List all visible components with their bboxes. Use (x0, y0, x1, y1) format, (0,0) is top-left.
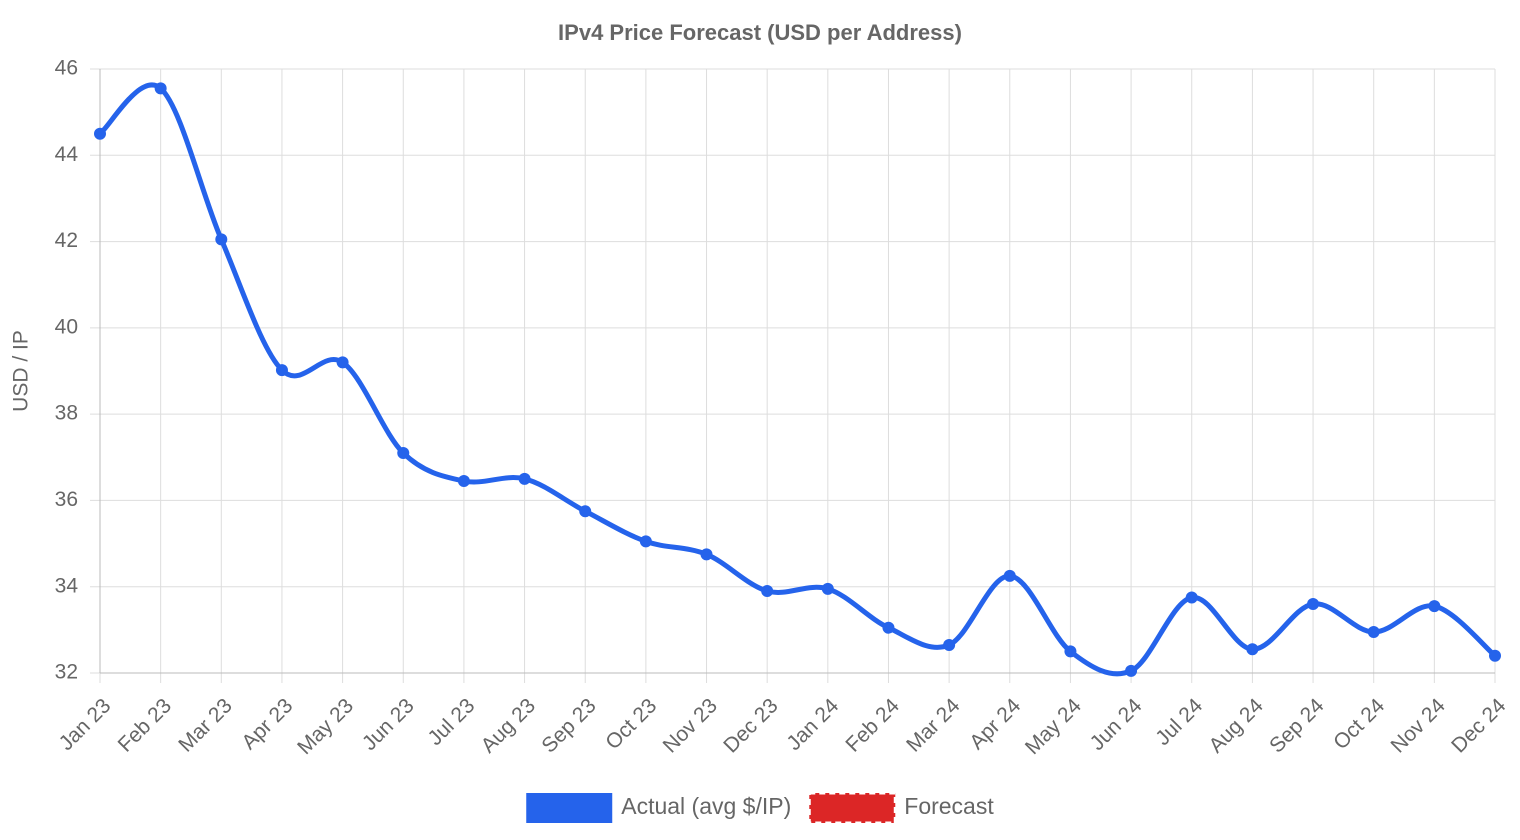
x-tick-label: Sep 23 (537, 694, 600, 757)
y-tick-label: 36 (55, 488, 78, 511)
data-point (1003, 569, 1016, 582)
y-tick-label: 32 (55, 661, 78, 684)
data-point (639, 535, 652, 548)
data-point (943, 638, 956, 651)
x-tick-label: Sep 24 (1265, 694, 1329, 758)
data-point (1185, 591, 1198, 604)
data-point (518, 472, 531, 485)
data-point (1428, 600, 1441, 613)
data-point (1064, 645, 1077, 658)
x-tick-label: Jun 24 (1086, 694, 1147, 755)
y-tick-label: 40 (55, 315, 78, 338)
legend-label: Forecast (904, 793, 994, 819)
y-axis-label: USD / IP (10, 330, 33, 412)
data-point (821, 582, 834, 595)
data-point (275, 364, 288, 377)
legend-label: Actual (avg $/IP) (621, 793, 791, 819)
y-tick-label: 46 (55, 57, 78, 80)
x-tick-label: Mar 24 (902, 694, 965, 757)
x-tick-label: Nov 23 (659, 694, 722, 757)
x-tick-label: Nov 24 (1386, 694, 1450, 758)
legend-swatch (526, 793, 613, 823)
data-point (1125, 664, 1138, 677)
y-tick-label: 44 (55, 143, 79, 166)
x-tick-label: Mar 23 (174, 694, 236, 756)
x-tick-label: Jun 23 (358, 694, 419, 755)
data-point (761, 585, 774, 598)
x-tick-label: Aug 23 (477, 694, 540, 757)
y-tick-label: 42 (55, 229, 78, 252)
x-tick-label: May 23 (293, 694, 358, 759)
data-point (1367, 626, 1380, 639)
x-tick-label: Jul 23 (423, 694, 479, 750)
x-tick-label: Feb 23 (114, 694, 177, 757)
data-point (1307, 597, 1320, 610)
data-point (1246, 643, 1259, 656)
x-tick-label: Oct 23 (601, 694, 661, 754)
y-tick-label: 38 (55, 402, 78, 425)
chart-title: IPv4 Price Forecast (USD per Address) (558, 20, 962, 45)
data-point (1489, 649, 1501, 662)
x-tick-label: Oct 24 (1329, 694, 1389, 754)
data-point (579, 505, 592, 518)
data-point (336, 356, 349, 369)
x-tick-label: Apr 24 (965, 694, 1025, 754)
x-tick-label: Jan 24 (782, 694, 843, 755)
legend-swatch (807, 791, 897, 825)
data-point (154, 82, 167, 95)
x-tick-label: Jul 24 (1151, 694, 1207, 750)
x-tick-label: Dec 24 (1447, 694, 1511, 758)
x-tick-label: Dec 23 (719, 694, 782, 757)
data-point (700, 548, 713, 561)
x-tick-label: Jan 23 (55, 694, 116, 755)
series-line (98, 82, 1497, 677)
data-point (397, 446, 410, 459)
data-point (882, 621, 895, 634)
data-point (457, 475, 470, 488)
x-tick-label: May 24 (1021, 694, 1086, 759)
x-tick-label: Feb 24 (841, 694, 904, 757)
x-tick-label: Aug 24 (1205, 694, 1269, 758)
y-tick-label: 34 (55, 574, 79, 597)
data-point (94, 127, 106, 140)
x-tick-label: Apr 23 (237, 694, 297, 754)
data-point (215, 233, 228, 246)
